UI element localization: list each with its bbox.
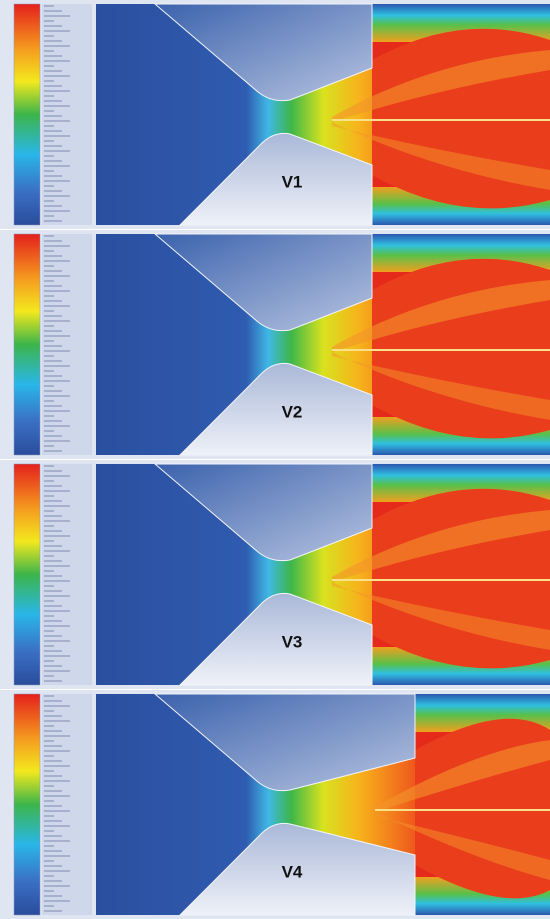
colorbar	[14, 694, 40, 915]
colorbar	[14, 464, 40, 685]
colorbar-labels	[42, 464, 92, 685]
colorbar	[14, 234, 40, 455]
panel: V3	[0, 460, 550, 689]
panel: V4	[0, 690, 550, 919]
figure: V1 V2 V3 V4	[0, 0, 550, 919]
panel: V2	[0, 230, 550, 459]
colorbar-labels	[42, 694, 92, 915]
panel-label: V1	[282, 172, 303, 191]
panel-label: V2	[282, 402, 303, 421]
colorbar	[14, 4, 40, 225]
panel-label: V3	[282, 632, 303, 651]
panel: V1	[0, 0, 550, 229]
panel-label: V4	[282, 862, 303, 881]
colorbar-labels	[42, 4, 92, 225]
colorbar-labels	[42, 234, 92, 455]
